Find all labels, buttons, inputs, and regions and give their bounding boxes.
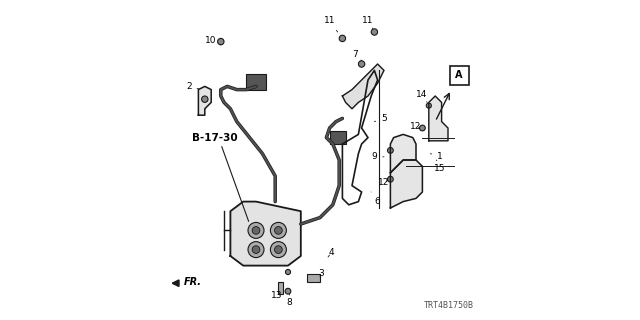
Text: 11: 11 (324, 16, 338, 32)
Text: 13: 13 (271, 292, 282, 300)
Text: 11: 11 (362, 16, 374, 29)
Circle shape (252, 227, 260, 234)
Text: 7: 7 (353, 50, 362, 61)
Text: TRT4B1750B: TRT4B1750B (424, 301, 474, 310)
Circle shape (270, 222, 287, 238)
Polygon shape (230, 202, 301, 266)
Text: 9: 9 (372, 152, 384, 161)
Polygon shape (198, 86, 211, 115)
Circle shape (285, 269, 291, 275)
Polygon shape (429, 96, 448, 141)
Polygon shape (390, 160, 422, 208)
Circle shape (371, 29, 378, 35)
Circle shape (339, 35, 346, 42)
Bar (246, 74, 266, 90)
Text: 5: 5 (374, 114, 387, 123)
Text: FR.: FR. (184, 277, 202, 287)
Polygon shape (390, 134, 416, 173)
Text: 12: 12 (410, 122, 422, 131)
Circle shape (285, 288, 291, 294)
Bar (278, 282, 283, 294)
Text: 15: 15 (435, 160, 445, 172)
Circle shape (248, 222, 264, 238)
Circle shape (388, 148, 393, 153)
Text: 2: 2 (186, 82, 199, 91)
Circle shape (218, 38, 224, 45)
Circle shape (358, 61, 365, 67)
Text: 3: 3 (319, 269, 324, 278)
Bar (330, 131, 346, 144)
Polygon shape (342, 64, 384, 109)
Text: 10: 10 (205, 36, 221, 45)
Circle shape (388, 176, 393, 182)
Text: 12: 12 (378, 178, 390, 187)
Circle shape (252, 246, 260, 253)
Circle shape (202, 96, 208, 102)
Circle shape (270, 242, 287, 258)
Circle shape (426, 103, 431, 108)
Text: 6: 6 (371, 192, 380, 206)
Text: 1: 1 (430, 152, 443, 161)
Text: 14: 14 (416, 90, 428, 102)
Circle shape (248, 242, 264, 258)
Circle shape (420, 125, 425, 131)
Text: 4: 4 (328, 248, 334, 257)
Text: B-17-30: B-17-30 (192, 132, 237, 143)
Bar (307, 274, 320, 282)
Circle shape (275, 227, 282, 234)
Text: A: A (456, 70, 463, 80)
Text: 8: 8 (287, 293, 292, 307)
Circle shape (275, 246, 282, 253)
